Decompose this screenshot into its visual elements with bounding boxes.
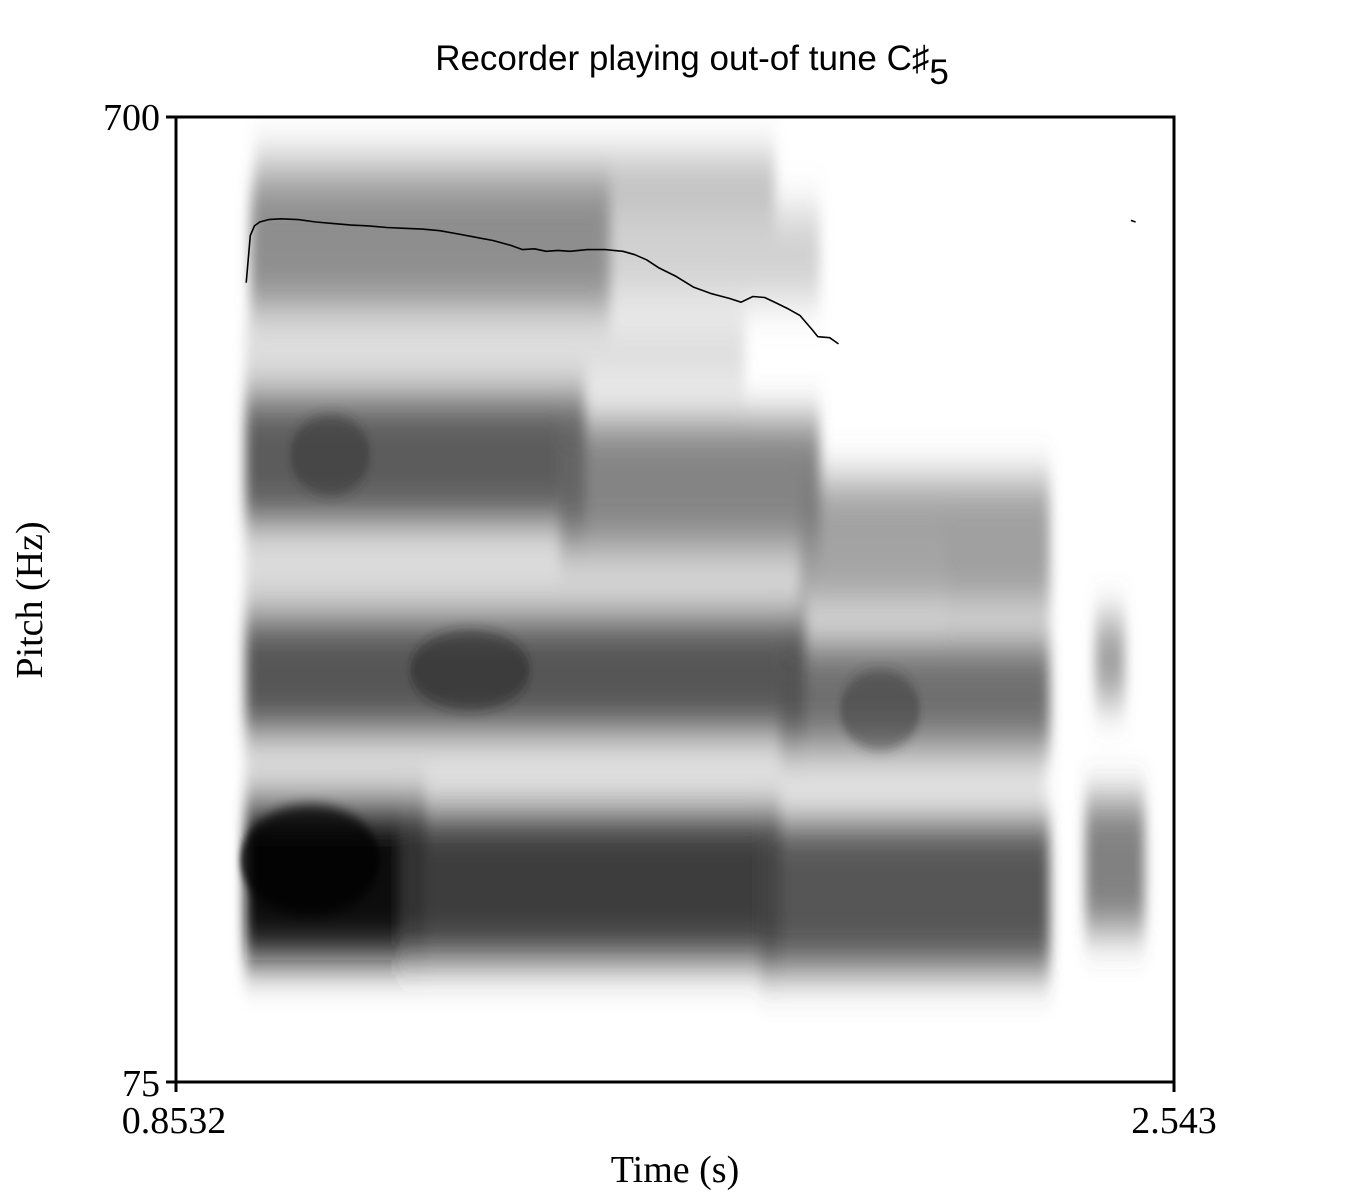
x-axis-label: Time (s): [611, 1149, 739, 1191]
x-tick-label-min: 0.8532: [122, 1100, 227, 1142]
chart-title: Recorder playing out-of tune C♯5: [435, 39, 949, 92]
spectrogram-background: [240, 155, 1145, 970]
x-tick-label-max: 2.543: [1131, 1100, 1217, 1142]
pitch-contour-line-1: [245, 218, 839, 345]
plot-frame: [174, 115, 1176, 1084]
y-axis-label: Pitch (Hz): [9, 521, 51, 678]
chart-title-subscript: 5: [929, 53, 948, 92]
chart-title-main: Recorder playing out-of tune C♯: [435, 39, 929, 78]
pitch-contour-layer: [245, 218, 1136, 345]
y-tick-label-min: 75: [122, 1063, 160, 1105]
y-tick-label-max: 700: [103, 97, 160, 139]
pitch-contour-line-2: [1130, 219, 1136, 223]
